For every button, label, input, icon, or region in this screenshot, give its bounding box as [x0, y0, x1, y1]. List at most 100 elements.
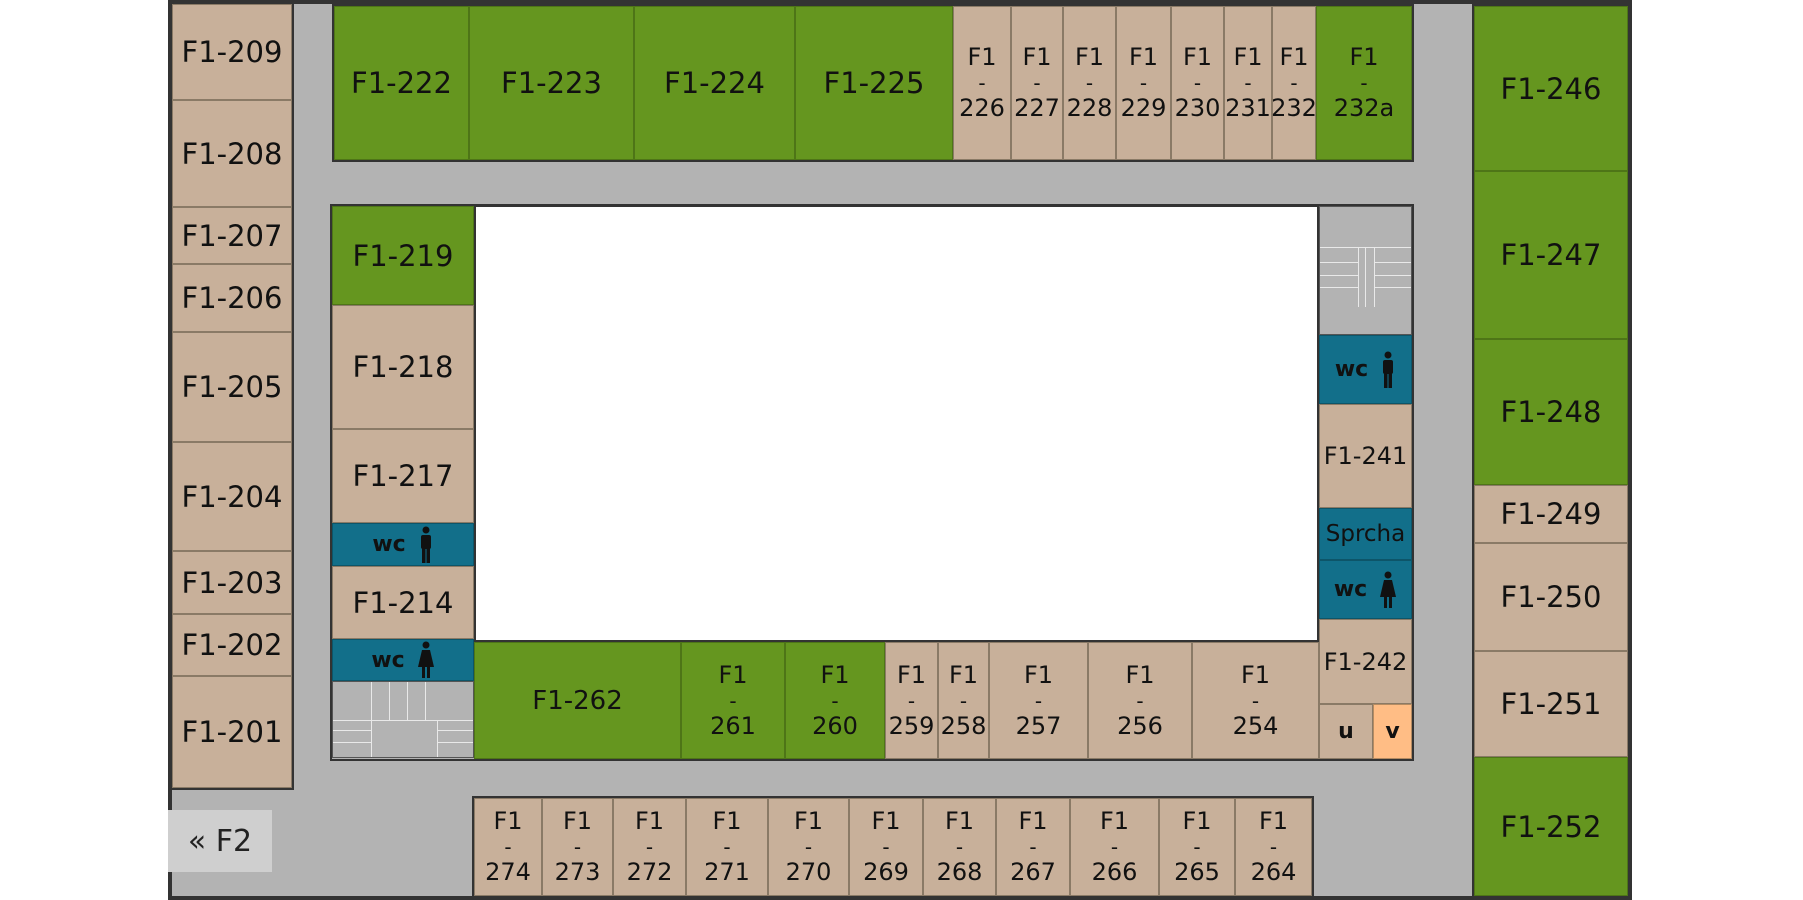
room-f1-223[interactable]: F1-223 [469, 6, 634, 160]
room-dash: - [1139, 71, 1148, 95]
room-f1-206[interactable]: F1-206 [172, 264, 292, 332]
room-f1-249[interactable]: F1-249 [1474, 485, 1628, 543]
room-dash: - [882, 835, 890, 859]
room-f1-264[interactable]: F1-264 [1235, 798, 1312, 896]
room-f1-259[interactable]: F1-259 [885, 642, 938, 759]
room-f1-201[interactable]: F1-201 [172, 676, 292, 788]
room-f1-246[interactable]: F1-246 [1474, 6, 1628, 171]
room-f1-222[interactable]: F1-222 [334, 6, 469, 160]
room-dash: - [1360, 71, 1368, 95]
room-f1-217[interactable]: F1-217 [332, 429, 474, 523]
room-f1-271[interactable]: F1-271 [686, 798, 768, 896]
room-number: 268 [936, 858, 983, 886]
room-f1-242[interactable]: F1-242 [1319, 619, 1412, 704]
wc-label: wc [1334, 357, 1369, 382]
room-f1-229[interactable]: F1-229 [1116, 6, 1171, 160]
room-f1-247[interactable]: F1-247 [1474, 171, 1628, 339]
room-f1-274[interactable]: F1-274 [474, 798, 542, 896]
room-number: 270 [785, 858, 832, 886]
room-f1-231[interactable]: F1-231 [1224, 6, 1272, 160]
wc-women-left[interactable]: wc [332, 639, 474, 681]
room-number: 256 [1117, 711, 1163, 740]
room-f1-250[interactable]: F1-250 [1474, 543, 1628, 651]
room-f1-232[interactable]: F1-232 [1271, 6, 1317, 160]
room-f1-219[interactable]: F1-219 [332, 206, 474, 305]
room-f1-269[interactable]: F1-269 [849, 798, 923, 896]
room-f1-261[interactable]: F1-261 [681, 642, 785, 759]
room-dash: - [1085, 71, 1094, 95]
room-f1-273[interactable]: F1-273 [542, 798, 613, 896]
room-f1-230[interactable]: F1-230 [1171, 6, 1224, 160]
room-f1-272[interactable]: F1-272 [613, 798, 686, 896]
room-f1-241[interactable]: F1-241 [1319, 404, 1412, 508]
room-f1-226[interactable]: F1-226 [953, 6, 1011, 160]
room-f1-207[interactable]: F1-207 [172, 207, 292, 264]
room-f1-205[interactable]: F1-205 [172, 332, 292, 442]
room-f1-248[interactable]: F1-248 [1474, 339, 1628, 485]
room-number: 258 [940, 711, 987, 740]
wc-label: wc [371, 647, 405, 673]
room-f1-208[interactable]: F1-208 [172, 100, 292, 207]
room-u[interactable]: u [1319, 704, 1373, 759]
wc-men-left[interactable]: wc [332, 523, 474, 566]
staircase-left [332, 681, 474, 758]
room-dash: - [1110, 835, 1119, 859]
room-f1-209[interactable]: F1-209 [172, 4, 292, 100]
room-f1-268[interactable]: F1-268 [923, 798, 996, 896]
room-dash: - [831, 688, 839, 713]
room-dash: - [1136, 688, 1144, 713]
wc-men-right[interactable]: wc [1319, 335, 1412, 404]
room-f1-232a[interactable]: F1-232a [1316, 6, 1412, 160]
room-number: 228 [1066, 94, 1113, 122]
room-number: 272 [626, 858, 673, 886]
room-prefix: F1 [871, 807, 901, 835]
room-prefix: F1 [1258, 807, 1289, 835]
room-f1-257[interactable]: F1-257 [989, 642, 1088, 759]
room-f1-203[interactable]: F1-203 [172, 551, 292, 614]
room-number: 274 [485, 858, 531, 886]
room-f1-270[interactable]: F1-270 [768, 798, 849, 896]
room-prefix: F1 [1279, 43, 1309, 71]
room-f1-224[interactable]: F1-224 [634, 6, 795, 160]
room-number: 259 [888, 711, 935, 740]
room-f1-252[interactable]: F1-252 [1474, 757, 1628, 896]
room-f1-258[interactable]: F1-258 [938, 642, 989, 759]
room-dash: - [1029, 835, 1037, 859]
room-f1-256[interactable]: F1-256 [1088, 642, 1192, 759]
go-to-floor-f2-button[interactable]: « F2 [168, 810, 272, 872]
room-dash: - [504, 835, 512, 859]
shower-room[interactable]: Sprcha [1319, 508, 1412, 560]
room-f1-265[interactable]: F1-265 [1159, 798, 1235, 896]
room-f1-266[interactable]: F1-266 [1070, 798, 1159, 896]
room-f1-228[interactable]: F1-228 [1063, 6, 1116, 160]
room-f1-225[interactable]: F1-225 [795, 6, 953, 160]
room-prefix: F1 [712, 807, 742, 835]
room-number: 254 [1232, 711, 1279, 740]
room-number: 230 [1174, 94, 1221, 122]
room-number: 266 [1091, 858, 1138, 886]
wc-label: wc [372, 532, 406, 557]
room-f1-260[interactable]: F1-260 [785, 642, 885, 759]
room-f1-227[interactable]: F1-227 [1011, 6, 1063, 160]
room-f1-204[interactable]: F1-204 [172, 442, 292, 551]
room-prefix: F1 [1240, 660, 1271, 689]
room-prefix: F1 [1182, 807, 1212, 835]
wc-women-right[interactable]: wc [1319, 560, 1412, 619]
room-f1-254[interactable]: F1-254 [1192, 642, 1319, 759]
room-f1-214[interactable]: F1-214 [332, 566, 474, 639]
room-f1-251[interactable]: F1-251 [1474, 651, 1628, 757]
room-f1-218[interactable]: F1-218 [332, 305, 474, 429]
room-number: 261 [710, 711, 756, 740]
room-v[interactable]: v [1373, 704, 1412, 759]
room-f1-262[interactable]: F1-262 [474, 642, 681, 759]
woman-icon [1380, 571, 1397, 608]
courtyard [474, 205, 1319, 642]
room-prefix: F1 [1018, 807, 1048, 835]
room-number: 260 [812, 711, 858, 740]
room-f1-267[interactable]: F1-267 [996, 798, 1070, 896]
room-dash: - [1269, 835, 1278, 859]
room-f1-202[interactable]: F1-202 [172, 614, 292, 676]
room-dash: - [1290, 71, 1298, 95]
room-dash: - [645, 835, 654, 859]
room-prefix: F1 [1182, 43, 1213, 71]
